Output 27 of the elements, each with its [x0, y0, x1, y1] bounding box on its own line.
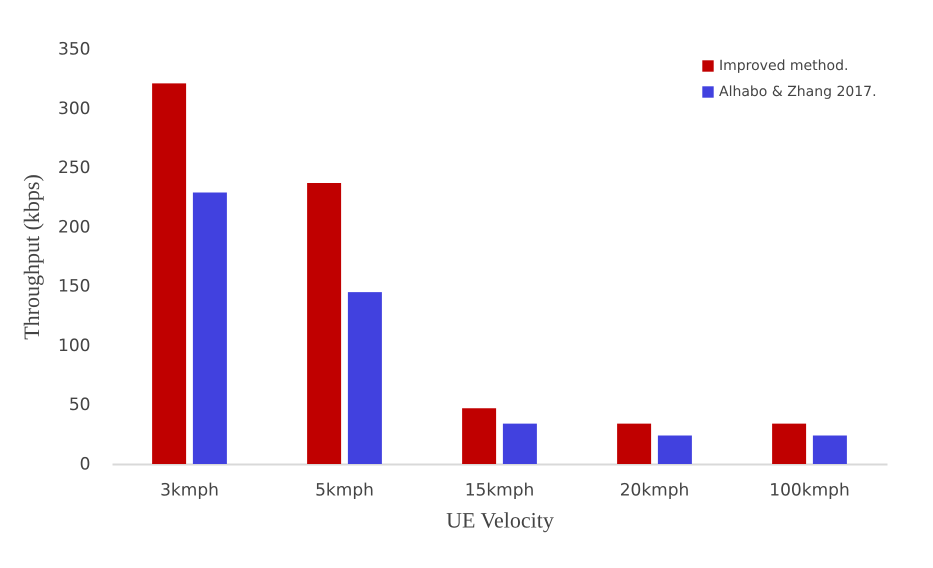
bar — [617, 424, 652, 464]
y-tick-label: 200 — [58, 217, 90, 238]
y-tick-label: 350 — [58, 40, 90, 60]
x-tick-label: 3kmph — [160, 480, 219, 500]
bar — [462, 408, 496, 464]
y-tick-label: 300 — [58, 98, 90, 119]
x-tick-label: 5kmph — [315, 480, 374, 500]
x-tick-label: 100kmph — [769, 480, 850, 500]
bar — [812, 436, 847, 464]
bar — [348, 292, 382, 464]
x-tick-label: 15kmph — [464, 480, 534, 500]
y-tick-label: 50 — [68, 395, 90, 416]
bar — [502, 424, 537, 464]
y-tick-label: 150 — [58, 276, 90, 297]
x-tick-label: 20kmph — [620, 480, 690, 500]
bar — [307, 182, 342, 464]
bar — [772, 424, 806, 464]
y-tick-label: 100 — [58, 336, 90, 356]
legend-label: Improved method. — [719, 58, 848, 74]
bar — [152, 83, 186, 464]
bar — [658, 436, 692, 464]
legend-label: Alhabo & Zhang 2017. — [719, 84, 877, 100]
x-axis-title: UE Velocity — [446, 508, 554, 532]
bar — [192, 192, 227, 464]
y-axis-title: Throughput (kbps) — [19, 174, 44, 340]
y-tick-label: 250 — [58, 158, 90, 178]
y-tick-label: 0 — [80, 454, 90, 474]
